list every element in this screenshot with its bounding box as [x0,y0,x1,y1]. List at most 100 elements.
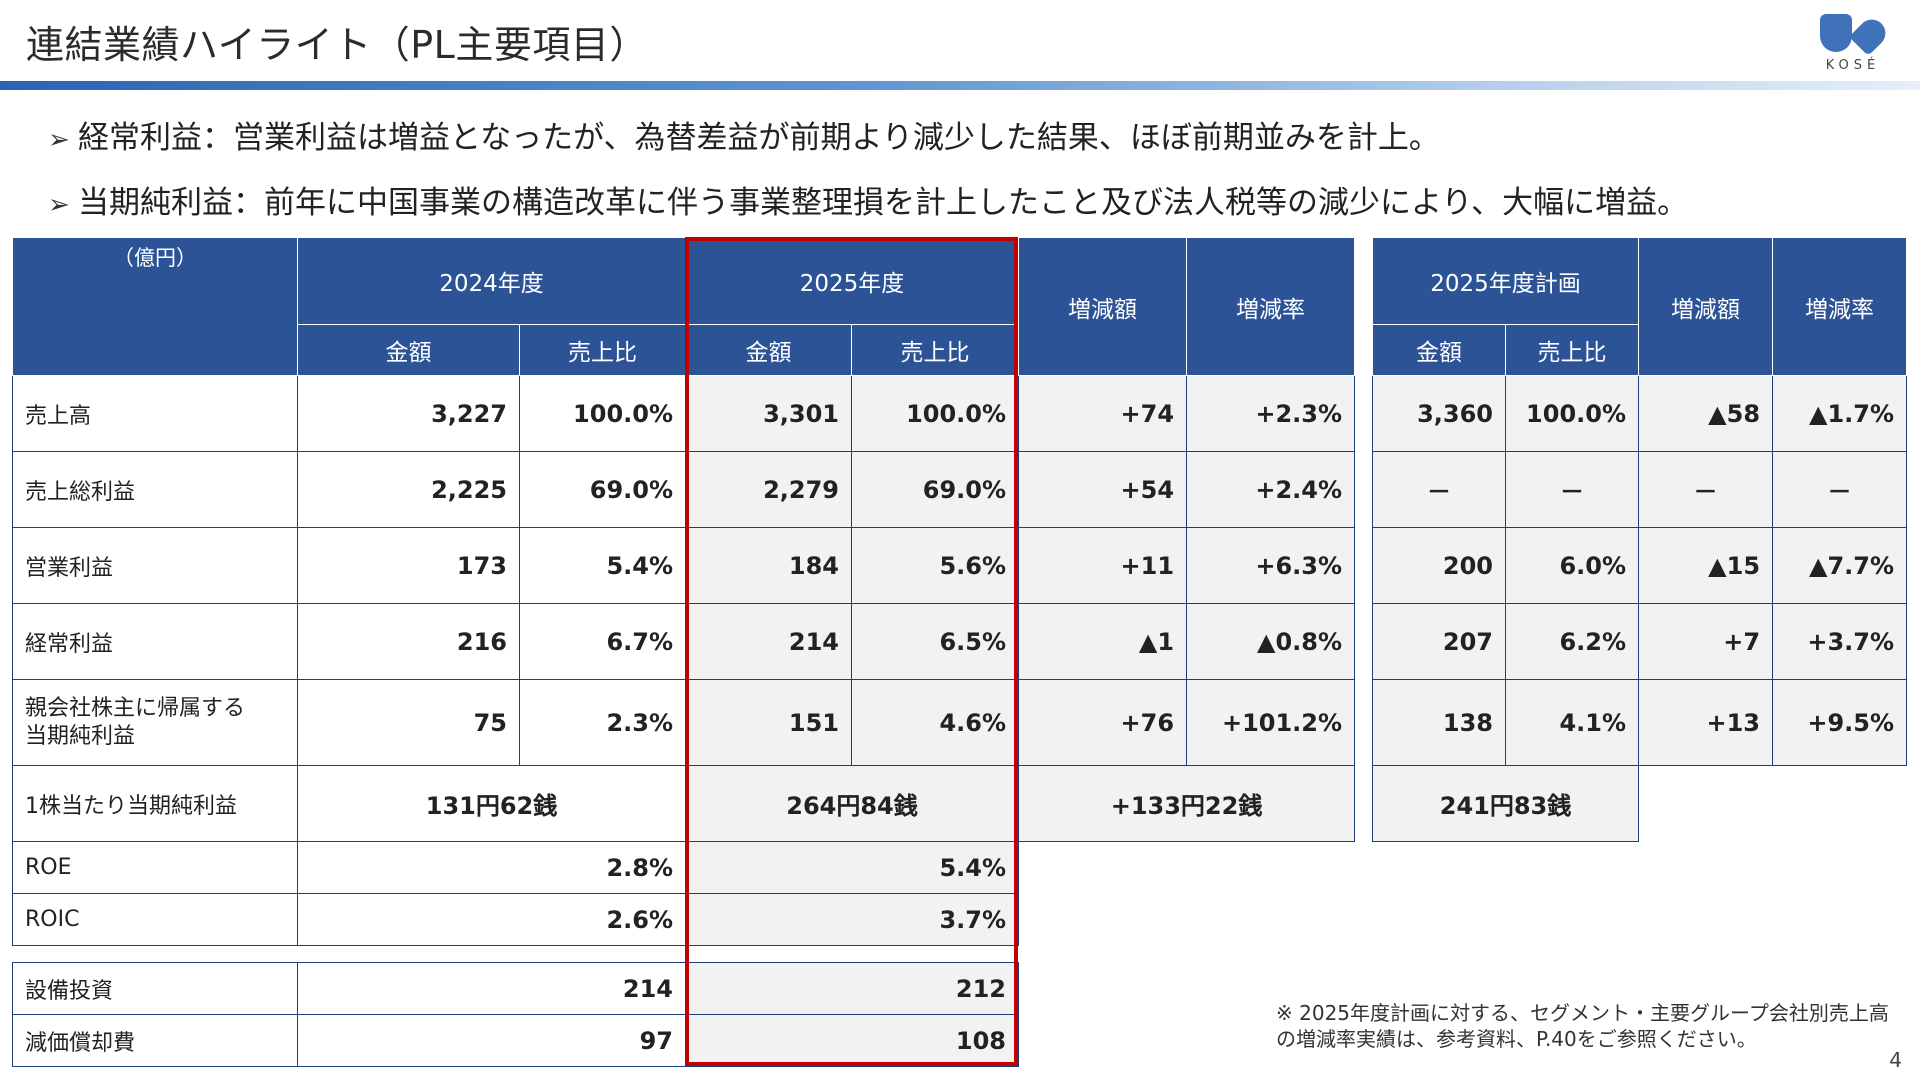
cell-capex-2024: 214 [297,962,686,1015]
header-plan-amount: 金額 [1372,324,1506,376]
cell-eps-2025: 264円84銭 [685,765,1020,842]
header-plan-change-rate: 増減率 [1772,237,1908,376]
table-row-net-income: 親会社株主に帰属する 当期純利益 75 2.3% 151 4.6% +76 +10… [12,679,1356,766]
row-label: 売上高 [12,375,298,452]
plan-row-net-income: 138 4.1% +13 +9.5% [1372,679,1908,766]
bullet-ordinary-profit: ➢ 経常利益：営業利益は増益となったが、為替差益が前期より減少した結果、ほぼ前期並… [48,112,1440,157]
table-row-depreciation: 減価償却費 97 108 [12,1014,1019,1067]
cell-plan-amount: － [1372,451,1506,528]
cell-amount-2025: 184 [685,527,853,604]
empty-cell [1639,766,1907,842]
cell-ratio-2025: 100.0% [851,375,1020,452]
plan-row-operating-profit: 200 6.0% ▲15 ▲7.7% [1372,527,1908,604]
cell-plan-amount: 138 [1372,679,1506,766]
kose-logo: KOSÉ [1816,13,1892,76]
cell-change-rate: +2.4% [1186,451,1356,528]
cell-plan-ratio: 6.2% [1504,603,1640,680]
cell-plan-ratio: 100.0% [1504,375,1640,452]
cell-plan-change-rate: +3.7% [1772,603,1908,680]
footnote-line2: の増減率実績は、参考資料、P.40をご参照ください。 [1276,1027,1757,1051]
cell-ratio-2024: 100.0% [518,375,687,452]
cell-amount-2024: 216 [297,603,520,680]
cell-amount-2024: 3,227 [297,375,520,452]
cell-plan-change-rate: － [1772,451,1908,528]
cell-change: +76 [1018,679,1188,766]
cell-roic-2024: 2.6% [296,893,687,946]
cell-ratio-2024: 6.7% [518,603,687,680]
cell-plan-change-rate: ▲1.7% [1772,375,1908,452]
cell-ratio-2024: 2.3% [518,679,687,766]
arrow-bullet-icon: ➢ [48,190,70,220]
cell-change-rate: +6.3% [1186,527,1356,604]
row-label: 減価償却費 [12,1014,298,1067]
cell-plan-change: ▲15 [1638,527,1774,604]
cell-eps-change: +133円22銭 [1018,765,1356,842]
cell-amount-2025: 3,301 [685,375,853,452]
header-plan-change: 増減額 [1638,237,1774,376]
cell-plan-ratio: － [1504,451,1640,528]
plan-table: 2025年度計画 増減額 増減率 金額 売上比 3,360 100.0% ▲58… [1371,237,1908,842]
header-fy2025: 2025年度 [685,237,1020,325]
cell-plan-change: ▲58 [1638,375,1774,452]
capex-table: 設備投資 214 212 減価償却費 97 108 [12,962,1019,1067]
row-label: ROIC [12,893,298,946]
footnote: ※ 2025年度計画に対する、セグメント・主要グループ会社別売上高 の増減率実績… [1276,1000,1889,1052]
empty-cell [1019,842,1355,894]
table-row-sales: 売上高 3,227 100.0% 3,301 100.0% +74 +2.3% [12,375,1356,452]
cell-depr-2025: 108 [685,1014,1019,1067]
cell-change: +11 [1018,527,1188,604]
cell-plan-ratio: 6.0% [1504,527,1640,604]
unit-label: （億円） [113,246,197,270]
row-label: 1株当たり当期純利益 [12,765,298,842]
cell-amount-2025: 214 [685,603,853,680]
header-change: 増減額 [1018,237,1188,376]
table-row-operating-profit: 営業利益 173 5.4% 184 5.6% +11 +6.3% [12,527,1356,604]
bullet-text: 当期純利益：前年に中国事業の構造改革に伴う事業整理損を計上したこと及び法人税等の… [78,185,1689,221]
title-underline [0,81,1920,90]
cell-amount-2024: 75 [297,679,520,766]
row-label: 親会社株主に帰属する 当期純利益 [12,679,298,766]
cell-plan-amount: 207 [1372,603,1506,680]
results-table: （億円） 2024年度 2025年度 増減額 増減率 金額 売上比 金額 売上比… [12,237,1356,946]
cell-change-rate: ▲0.8% [1186,603,1356,680]
header-amount-2025: 金額 [685,324,853,376]
cell-ratio-2025: 4.6% [851,679,1020,766]
unit-header: （億円） [12,237,298,376]
cell-roe-2024: 2.8% [296,841,687,894]
row-label: 営業利益 [12,527,298,604]
header-ratio-2025: 売上比 [851,324,1020,376]
cell-capex-2025: 212 [685,962,1019,1015]
cell-change: +74 [1018,375,1188,452]
cell-amount-2025: 2,279 [685,451,853,528]
cell-ratio-2025: 6.5% [851,603,1020,680]
plan-row-ordinary-profit: 207 6.2% +7 +3.7% [1372,603,1908,680]
table-row-ordinary-profit: 経常利益 216 6.7% 214 6.5% ▲1 ▲0.8% [12,603,1356,680]
cell-plan-amount: 3,360 [1372,375,1506,452]
bullet-text: 経常利益：営業利益は増益となったが、為替差益が前期より減少した結果、ほぼ前期並み… [78,120,1440,156]
header-plan-ratio: 売上比 [1504,324,1640,376]
cell-plan-change: － [1638,451,1774,528]
cell-plan-change-rate: ▲7.7% [1772,527,1908,604]
header-amount-2024: 金額 [297,324,520,376]
cell-change-rate: +2.3% [1186,375,1356,452]
kose-logo-icon-right [1848,13,1892,57]
cell-change: ▲1 [1018,603,1188,680]
row-label: ROE [12,841,298,894]
cell-ratio-2025: 69.0% [851,451,1020,528]
cell-plan-amount: 200 [1372,527,1506,604]
table-row-gross-profit: 売上総利益 2,225 69.0% 2,279 69.0% +54 +2.4% [12,451,1356,528]
header-ratio-2024: 売上比 [518,324,687,376]
cell-change-rate: +101.2% [1186,679,1356,766]
plan-row-gross-profit: － － － － [1372,451,1908,528]
cell-change: +54 [1018,451,1188,528]
page-number: 4 [1889,1048,1902,1072]
table-row-capex: 設備投資 214 212 [12,962,1019,1015]
table-row-roe: ROE 2.8% 5.4% [12,841,1355,894]
cell-plan-change: +7 [1638,603,1774,680]
cell-plan-ratio: 4.1% [1504,679,1640,766]
plan-row-sales: 3,360 100.0% ▲58 ▲1.7% [1372,375,1908,452]
logo-text: KOSÉ [1825,58,1881,73]
kose-logo-icon [1820,14,1852,52]
footnote-line1: ※ 2025年度計画に対する、セグメント・主要グループ会社別売上高 [1276,1001,1889,1025]
header-change-rate: 増減率 [1186,237,1356,376]
